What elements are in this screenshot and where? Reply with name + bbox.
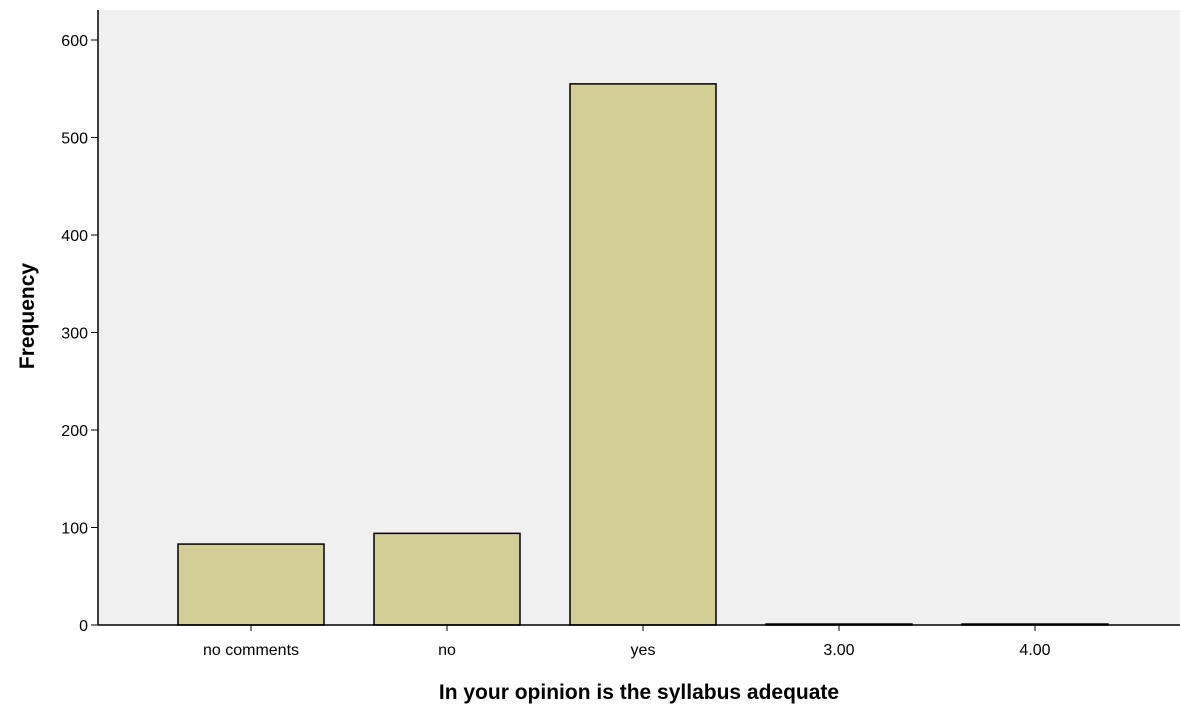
x-tick-label: 3.00: [823, 642, 854, 659]
y-tick-label: 300: [61, 326, 88, 343]
x-tick-label: yes: [631, 642, 656, 659]
y-tick-label: 500: [61, 131, 88, 148]
y-tick-label: 400: [61, 228, 88, 245]
x-axis-ticks: no comments no yes 3.00 4.00: [203, 625, 1051, 659]
bar: [373, 532, 521, 626]
x-tick-label: no: [438, 642, 456, 659]
y-tick-label: 0: [79, 618, 88, 635]
y-tick-label: 100: [61, 521, 88, 538]
y-axis-title: Frequency: [16, 263, 39, 370]
y-tick-label: 200: [61, 423, 88, 440]
x-axis-title: In your opinion is the syllabus adequate: [439, 681, 839, 704]
bar: [177, 543, 325, 626]
bar: [569, 83, 717, 626]
x-tick-label: no comments: [203, 642, 299, 659]
y-axis-ticks: 0 100 200 300 400 500 600: [61, 33, 98, 635]
y-tick-label: 600: [61, 33, 88, 50]
x-tick-label: 4.00: [1019, 642, 1050, 659]
